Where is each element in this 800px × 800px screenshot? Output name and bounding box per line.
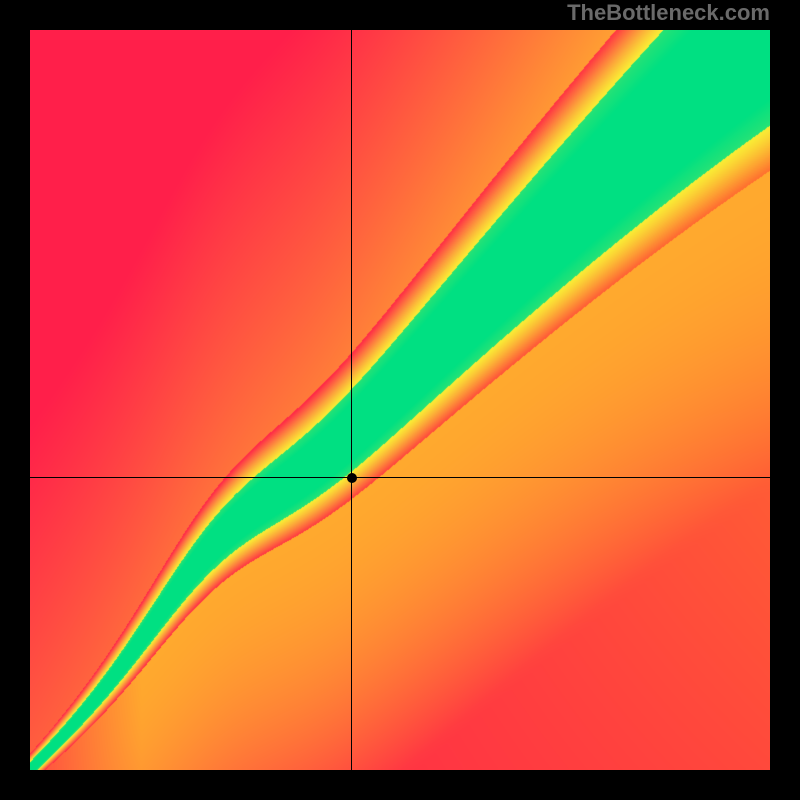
bottleneck-heatmap [30, 30, 770, 770]
crosshair-marker [347, 473, 357, 483]
chart-container: TheBottleneck.com [0, 0, 800, 800]
crosshair-vertical [351, 30, 352, 770]
watermark-text: TheBottleneck.com [567, 0, 770, 26]
crosshair-horizontal [30, 477, 770, 478]
